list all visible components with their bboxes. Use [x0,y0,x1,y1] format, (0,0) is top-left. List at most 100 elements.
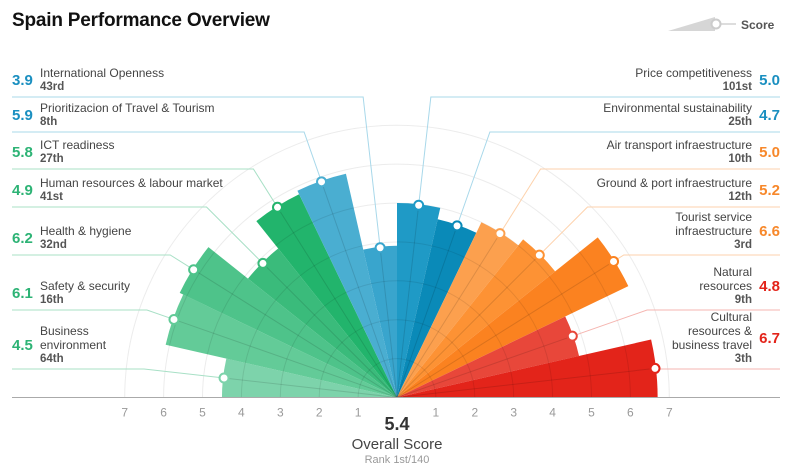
bar-grid-arc [624,345,631,398]
indicator-name: Environmental sustainability [603,101,752,115]
bar-midline [277,207,398,398]
bar-grid-arc [413,362,422,368]
bar-midline [396,225,458,398]
indicator-text: Tourist service infraestructure 3rd [667,210,752,252]
bar-grid-arc [274,275,301,301]
score-dot [533,249,545,261]
indicator-score: 4.8 [759,277,780,295]
indicator-name: Human resources & labour market [40,176,223,190]
indicator-rank: 32nd [40,239,67,251]
indicator-name: Natural resources [699,265,752,293]
bar-grid-arc [379,359,389,363]
score-markers [168,176,661,384]
legend-label: Score [741,18,775,32]
bar-midline [193,269,398,398]
bar-grid-arc [363,321,380,328]
bar-midline [396,335,573,398]
indicator-name: Prioritizacion of Travel & Tourism [40,101,215,115]
bar-grid-arc [379,319,398,323]
indicator-text: Air transport infraestructure 10th [607,138,752,166]
bar-grid-arc [275,221,313,246]
indicator-name: ICT readiness [40,138,115,152]
bar-grid-arc [299,256,330,277]
indicator-rank: 101st [722,81,752,93]
bar-grid-arc [291,324,307,348]
bar-grid-arc [372,362,381,368]
indicator-score: 4.5 [12,336,33,354]
leader-line [456,131,780,227]
bar-grid-arc [282,346,293,372]
indicator-label: 5.0 Air transport infraestructure 10th [607,138,780,166]
bar [256,194,397,398]
score-dot [257,257,269,269]
bar-midline [262,263,398,398]
bar [221,358,397,398]
bar-midline [396,261,614,398]
bar-grid-arc [493,275,520,301]
bar-grid-arc [431,380,436,389]
bar-midline [321,181,398,398]
indicator-text: Price competitiveness 101st [635,66,752,94]
bar-grid-arc [323,291,347,307]
bar-grid-arc [431,245,465,258]
indicator-name: Tourist service infraestructure [675,210,752,238]
bar-grid-arc [430,326,446,338]
tick-label: 6 [627,406,634,420]
bar-grid-arc [422,283,448,293]
leader-line [12,96,381,248]
score-dot [451,220,463,232]
indicator-text: International Openness 43rd [40,66,164,94]
bar-midline [223,377,398,398]
overall-score-block: 5.4 Overall Score Rank 1st/140 [297,414,497,466]
indicator-score: 3.9 [12,71,33,89]
indicator-score: 4.7 [759,106,780,124]
indicator-label: 4.8 Natural resources 9th [692,265,780,307]
indicator-rank: 16th [40,294,64,306]
indicator-label: 6.2 Health & hygiene 32nd [12,224,131,252]
legend-dot [710,18,722,30]
bar-grid-arc [329,245,363,258]
tick-label: 4 [549,406,556,420]
bar-grid-arc [487,324,503,348]
leader-line [613,254,780,262]
indicator-label: 4.5 Business environment 64th [12,324,115,366]
bar-grid-arc [548,275,573,314]
bar-grid-arc [186,251,215,297]
bar-grid-arc [361,372,367,381]
indicator-name: Cultural resources & business travel [671,310,752,352]
bar-grid-arc [320,363,328,381]
bar-grid-arc [447,291,471,307]
indicator-text: Human resources & labour market 41st [40,176,223,204]
indicator-score: 5.8 [12,143,33,161]
score-dot [566,330,578,342]
bar-grid-arc [414,321,431,328]
bar-grid-arc [579,251,608,297]
indicator-text: ICT readiness 27th [40,138,114,166]
bar-midline [396,233,501,398]
bar-grid-arc [501,346,512,372]
bar-grid-arc [221,275,246,314]
bar-grid-arc [396,358,406,361]
indicator-name: Air transport infraestructure [606,138,752,152]
indicator-score: 5.0 [759,71,780,89]
leader-line [12,254,194,271]
indicator-rank: 12th [728,191,752,203]
bar-midline [396,205,420,398]
bar-grid-arc [358,380,363,389]
grid-arc [124,124,670,398]
bar-midline [173,318,398,398]
indicator-rank: 3th [734,353,752,365]
bar [397,203,441,398]
indicator-score: 5.0 [759,143,780,161]
bars [165,173,658,398]
indicator-name: Safety & security [40,279,131,293]
bar-midline [396,254,540,398]
indicator-label: 6.6 Tourist service infraestructure 3rd [667,210,780,252]
bar-grid-arc [420,366,428,374]
indicator-rank: 10th [728,153,752,165]
indicator-rank: 3rd [734,239,752,251]
leader-line [12,206,264,264]
indicator-text: Safety & security 16th [40,279,130,307]
score-dot [316,176,328,188]
score-dot [413,199,425,211]
